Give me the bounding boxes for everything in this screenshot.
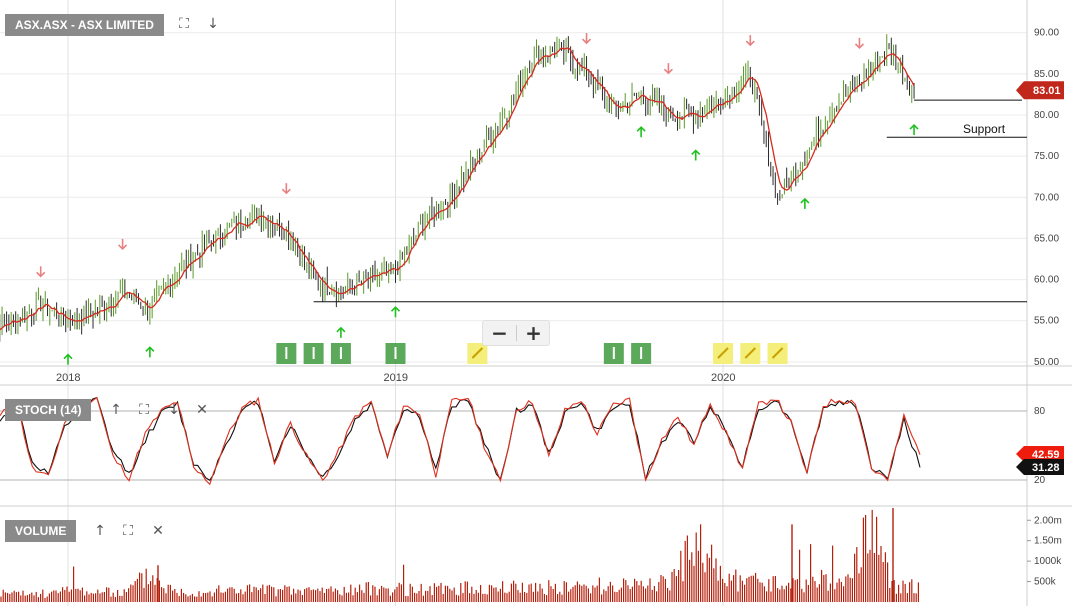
down-arrow (854, 37, 865, 50)
price-y-tick: 75.00 (1034, 151, 1059, 162)
up-arrow (691, 149, 701, 161)
signal-badge (713, 343, 733, 364)
zoom-control: − + (482, 320, 550, 346)
signal-badge (330, 343, 351, 364)
close-icon[interactable]: ✕ (196, 402, 208, 418)
down-arrow-head (281, 188, 291, 195)
signal-badge (303, 343, 324, 364)
stoch-d-tag (1016, 459, 1064, 476)
stoch-panel-label: STOCH (14) (5, 399, 92, 421)
price-line (0, 47, 915, 331)
up-arrow (800, 197, 810, 209)
signal-badge (467, 343, 488, 364)
price-panel-label: ASX.ASX - ASX LIMITED (5, 14, 164, 36)
x-axis-tick: 2018 (56, 372, 80, 384)
down-arrow-head (745, 40, 755, 47)
down-arrow (281, 183, 291, 195)
down-arrow-head (118, 244, 128, 251)
stoch-k-tag (1016, 446, 1064, 463)
volume-bars (0, 508, 920, 602)
down-arrow-head (854, 43, 865, 50)
price-y-tick: 60.00 (1034, 275, 1059, 286)
stoch-d-value: 31.28 (1032, 462, 1060, 474)
pencil-icon (771, 347, 784, 359)
up-arrow (909, 123, 919, 136)
price-y-tick: 85.00 (1034, 69, 1059, 80)
volume-panel-label: VOLUME (5, 520, 77, 542)
arrow-up-icon[interactable]: ↑ (110, 402, 122, 418)
volume-y-tick: 1000k (1034, 556, 1062, 567)
up-arrow-head (636, 126, 646, 132)
expand-icon[interactable]: ⛶ (123, 523, 133, 539)
price-y-tick: 90.00 (1034, 28, 1059, 39)
arrow-up-icon[interactable]: ↑ (94, 523, 106, 539)
up-arrow-head (390, 306, 401, 312)
up-arrow-head (800, 197, 810, 204)
up-arrow-head (691, 149, 701, 156)
down-arrow-head (36, 271, 46, 278)
x-axis-tick: 2020 (711, 372, 735, 384)
up-arrow (390, 306, 401, 318)
price-y-tick: 55.00 (1034, 316, 1059, 327)
pencil-icon (744, 347, 756, 359)
up-arrow (336, 326, 346, 338)
up-arrow (636, 126, 646, 138)
volume-y-tick: 1.50m (1034, 536, 1062, 547)
volume-y-tick: 500k (1034, 577, 1057, 588)
x-axis-tick: 2019 (384, 372, 408, 384)
down-arrow (745, 35, 755, 47)
zoom-out-button[interactable]: − (491, 321, 508, 345)
volume-y-tick: 2.00m (1034, 515, 1062, 526)
up-arrow (63, 353, 73, 365)
up-arrow-head (63, 353, 73, 360)
down-arrow (36, 266, 46, 278)
up-arrow-head (909, 123, 919, 130)
support-label: Support (963, 122, 1006, 136)
stoch-k-value: 42.59 (1032, 449, 1060, 461)
stoch-d-line (0, 396, 921, 481)
arrow-down-icon[interactable]: ↓ (168, 402, 180, 418)
last-price-tag (1016, 81, 1064, 100)
stoch-y-tick: 20 (1034, 475, 1046, 486)
signal-badge (740, 343, 761, 364)
close-icon[interactable]: ✕ (152, 523, 164, 539)
zoom-divider (516, 325, 517, 341)
stoch-k-line (0, 396, 921, 486)
arrow-down-icon[interactable]: ↓ (207, 16, 219, 32)
pencil-icon (717, 347, 729, 359)
zoom-in-button[interactable]: + (525, 321, 542, 345)
down-arrow (663, 63, 673, 75)
price-y-tick: 80.00 (1034, 110, 1059, 121)
down-arrow-head (663, 68, 673, 75)
pencil-icon (471, 347, 484, 359)
price-y-tick: 50.00 (1034, 357, 1059, 368)
stoch-y-tick: 80 (1034, 406, 1046, 417)
expand-icon[interactable]: ⛶ (179, 16, 189, 32)
signal-badge (276, 343, 297, 364)
last-price-value: 83.01 (1033, 85, 1061, 97)
price-y-tick: 70.00 (1034, 192, 1059, 203)
down-arrow (118, 238, 128, 251)
up-arrow (145, 346, 155, 358)
down-arrow (581, 33, 592, 45)
signal-badge (603, 343, 624, 364)
expand-icon[interactable]: ⛶ (139, 402, 149, 418)
down-arrow-head (581, 38, 592, 45)
signal-badge (767, 343, 788, 364)
price-y-tick: 65.00 (1034, 233, 1059, 244)
up-arrow-head (145, 346, 155, 352)
signal-badge (385, 343, 406, 364)
up-arrow-head (336, 326, 346, 333)
signal-badge (631, 343, 652, 364)
